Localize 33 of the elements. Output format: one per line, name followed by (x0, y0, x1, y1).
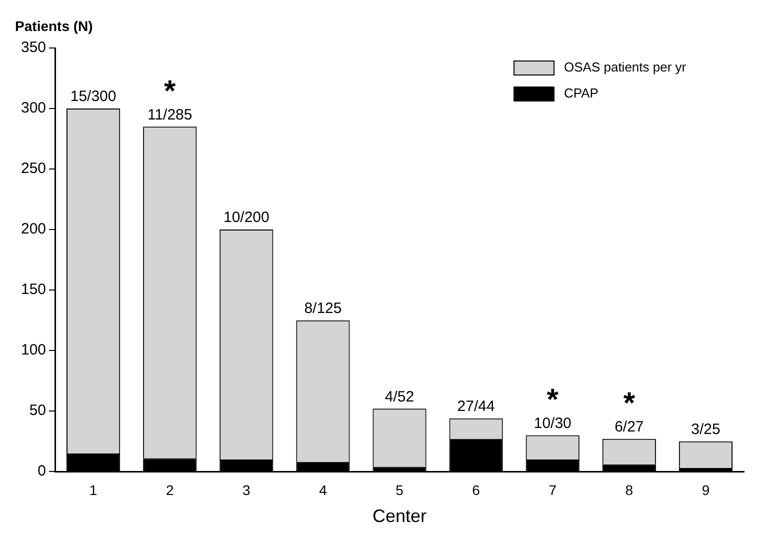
data-label: 10/30 (534, 414, 572, 432)
data-label: 8/125 (304, 300, 342, 317)
data-label: 6/27 (614, 418, 644, 436)
x-tick-label: 7 (548, 482, 557, 498)
y-tick-label: 50 (29, 402, 46, 420)
y-tick-label: 150 (20, 281, 46, 298)
data-label: 27/44 (457, 398, 495, 415)
y-tick-label: 100 (20, 342, 46, 359)
annotation: * (546, 384, 559, 417)
data-label: 11/285 (147, 106, 192, 124)
y-tick-label: 300 (20, 100, 46, 117)
y-tick-label: 350 (20, 39, 46, 56)
legend-label: CPAP (564, 86, 598, 101)
y-tick-label: 200 (20, 220, 46, 238)
x-tick-label: 3 (242, 482, 251, 498)
data-label: 3/25 (691, 420, 720, 438)
x-tick-label: 6 (472, 482, 480, 498)
y-axis-title: Patients (N) (15, 18, 93, 34)
x-tick-label: 1 (89, 482, 98, 498)
data-label: 10/200 (223, 209, 270, 226)
y-tick-label: 0 (38, 462, 46, 480)
x-tick-label: 4 (319, 482, 328, 498)
x-tick-label: 5 (396, 482, 404, 498)
x-tick-label: 8 (625, 482, 634, 498)
y-tick-label: 250 (20, 160, 46, 178)
data-label: 15/300 (70, 88, 116, 106)
legend-label: OSAS patients per yr (564, 60, 687, 75)
annotation: * (164, 74, 176, 108)
x-tick-label: 2 (166, 482, 174, 498)
annotation: * (623, 387, 636, 420)
data-label: 4/52 (384, 388, 414, 406)
x-tick-label: 9 (702, 482, 710, 498)
x-axis-title: Center (372, 506, 427, 526)
